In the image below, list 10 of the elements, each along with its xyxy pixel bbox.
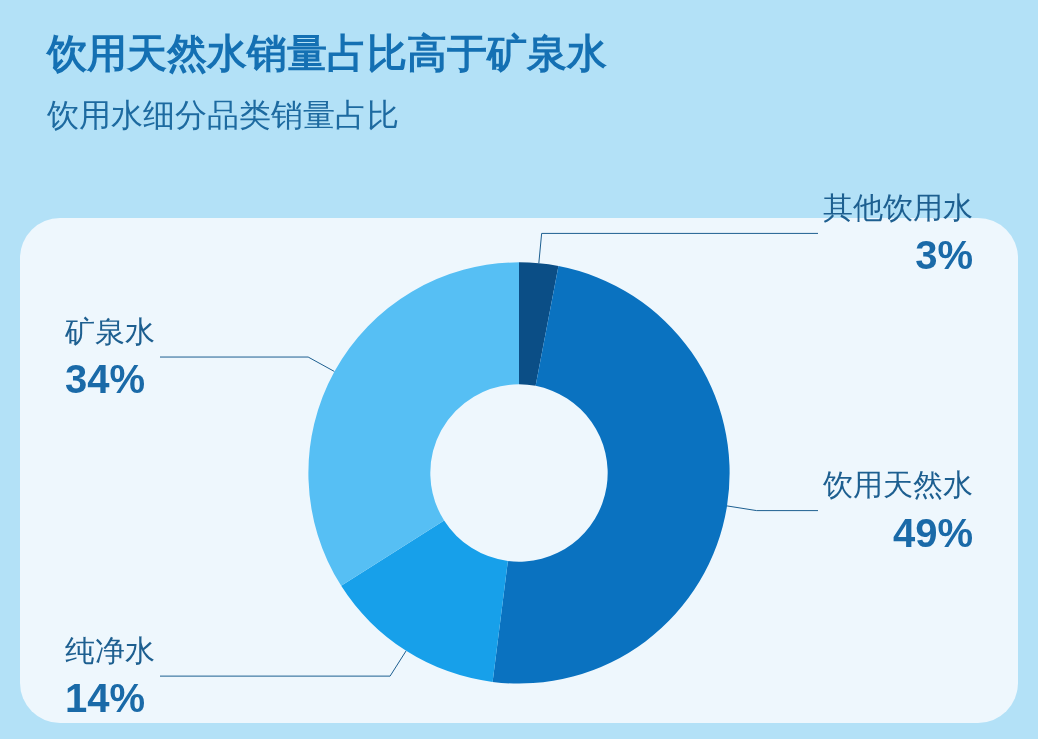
- slice-label: 饮用天然水: [822, 468, 973, 502]
- chart-title: 饮用天然水销量占比高于矿泉水: [45, 31, 607, 75]
- chart-subtitle: 饮用水细分品类销量占比: [46, 97, 399, 133]
- slice-label: 矿泉水: [64, 314, 155, 348]
- data-label: 49%: [892, 510, 973, 555]
- data-label: 14%: [65, 676, 146, 721]
- data-label: 3%: [915, 233, 973, 278]
- slice-label: 纯净水: [65, 633, 155, 667]
- slice-label: 其他饮用水: [823, 190, 973, 224]
- data-label: 34%: [65, 357, 146, 402]
